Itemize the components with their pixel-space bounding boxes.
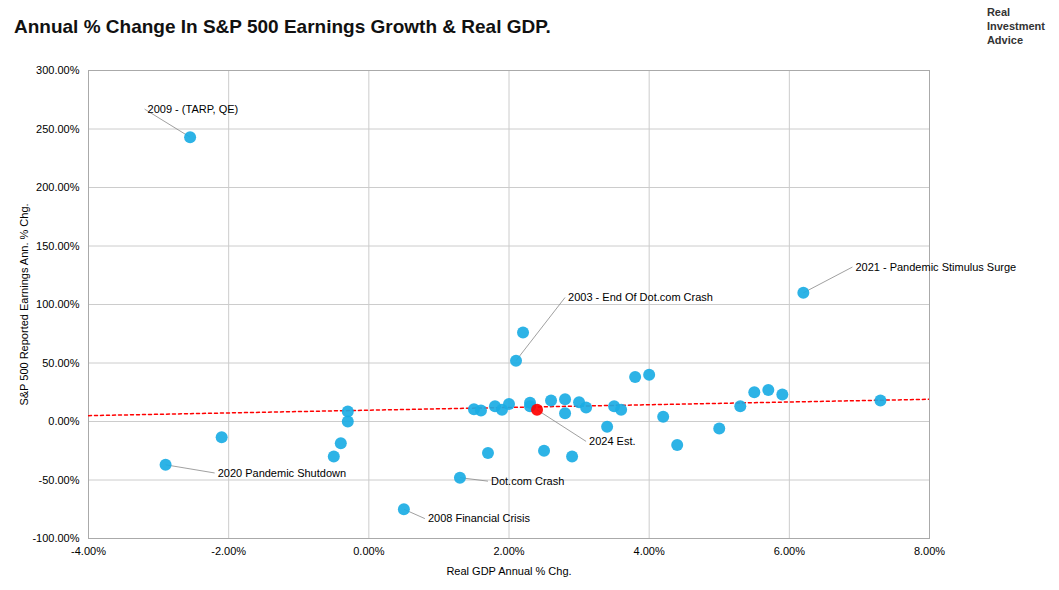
svg-text:50.00%: 50.00% [42, 357, 80, 369]
svg-text:150.00%: 150.00% [36, 240, 80, 252]
svg-text:8.00%: 8.00% [914, 545, 945, 557]
svg-text:-2.00%: -2.00% [211, 545, 246, 557]
svg-text:2024 Est.: 2024 Est. [589, 435, 635, 447]
svg-text:2008 Financial Crisis: 2008 Financial Crisis [428, 512, 531, 524]
svg-text:2003 - End Of Dot.com Crash: 2003 - End Of Dot.com Crash [568, 291, 713, 303]
svg-text:S&P 500 Reported Earnings Ann.: S&P 500 Reported Earnings Ann. % Chg. [18, 203, 30, 405]
svg-text:4.00%: 4.00% [634, 545, 665, 557]
svg-text:2.00%: 2.00% [493, 545, 524, 557]
svg-text:2009 - (TARP, QE): 2009 - (TARP, QE) [148, 103, 239, 115]
svg-text:-50.00%: -50.00% [39, 474, 80, 486]
svg-text:0.00%: 0.00% [353, 545, 384, 557]
svg-text:300.00%: 300.00% [36, 64, 80, 76]
svg-text:-100.00%: -100.00% [32, 532, 79, 544]
svg-text:2020 Pandemic Shutdown: 2020 Pandemic Shutdown [218, 467, 346, 479]
svg-text:2021 - Pandemic Stimulus Surge: 2021 - Pandemic Stimulus Surge [855, 261, 1016, 273]
html-text:Real Investment Advice: Real Investment Advice [986, 6, 1045, 46]
svg-text:0.00%: 0.00% [48, 415, 79, 427]
html-text:Annual % Change In S&P 500 Ear: Annual % Change In S&P 500 Earnings Grow… [14, 16, 551, 37]
svg-text:200.00%: 200.00% [36, 181, 80, 193]
svg-text:Dot.com Crash: Dot.com Crash [491, 475, 564, 487]
svg-text:6.00%: 6.00% [774, 545, 805, 557]
svg-text:Real GDP Annual % Chg.: Real GDP Annual % Chg. [446, 565, 571, 577]
svg-text:100.00%: 100.00% [36, 298, 80, 310]
svg-text:250.00%: 250.00% [36, 123, 80, 135]
svg-text:-4.00%: -4.00% [71, 545, 106, 557]
